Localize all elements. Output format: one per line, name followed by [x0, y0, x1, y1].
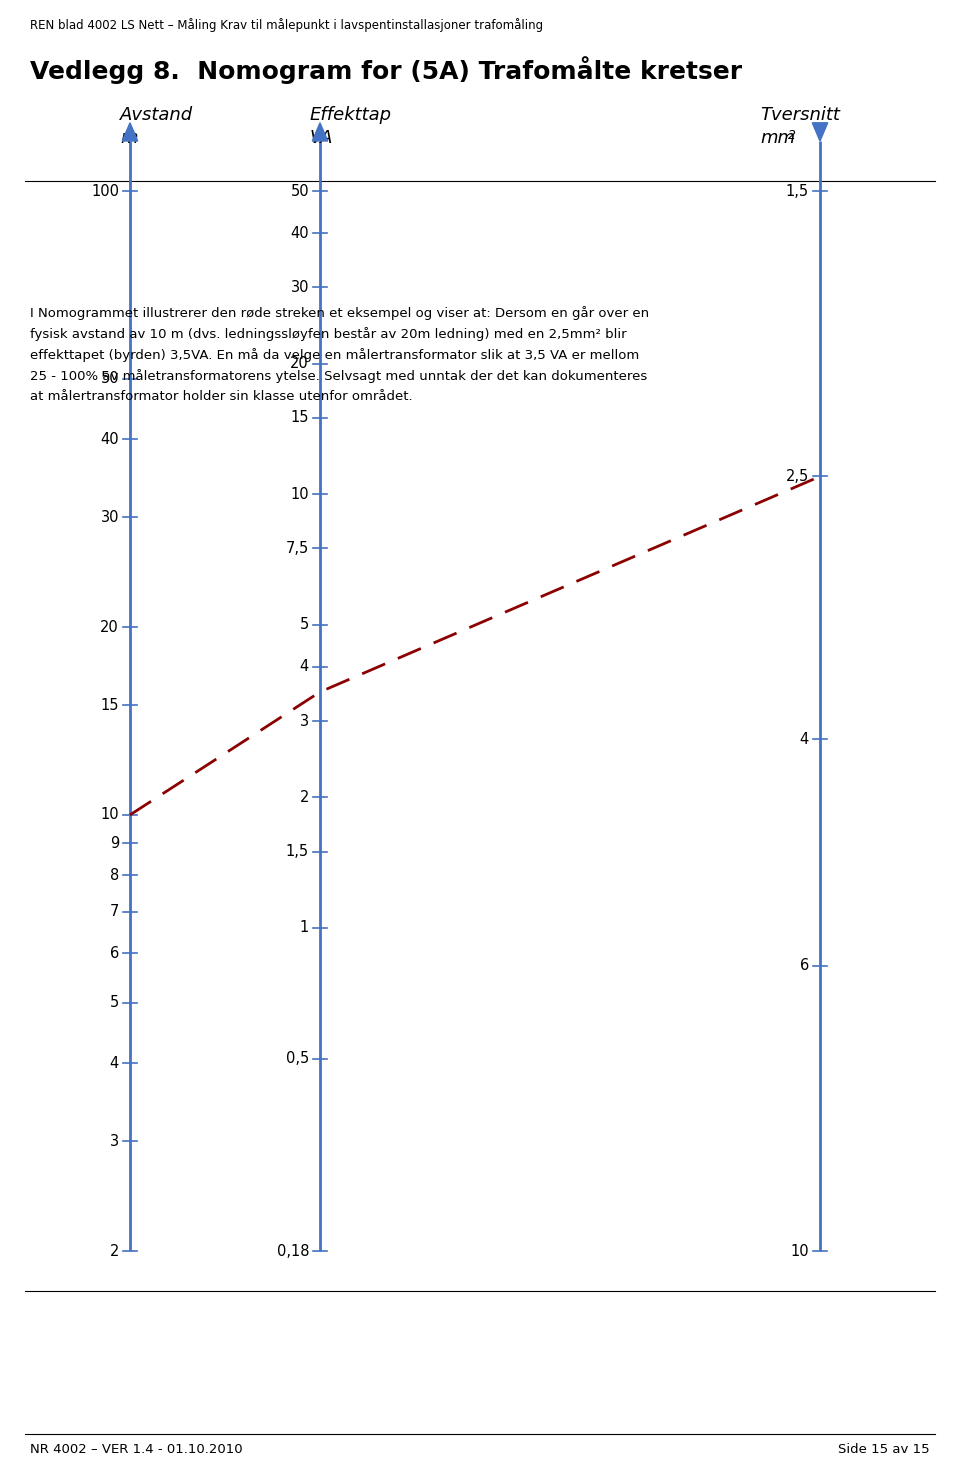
Text: 2: 2 [300, 789, 309, 804]
Text: 4: 4 [800, 732, 809, 746]
Text: mm: mm [760, 129, 795, 147]
Text: effekttapet (byrden) 3,5VA. En må da velge en målertransformator slik at 3,5 VA : effekttapet (byrden) 3,5VA. En må da vel… [30, 348, 639, 361]
Text: Effekttap: Effekttap [310, 107, 392, 124]
Text: 5: 5 [109, 995, 119, 1010]
Text: 10: 10 [101, 807, 119, 822]
Text: I Nomogrammet illustrerer den røde streken et eksempel og viser at: Dersom en gå: I Nomogrammet illustrerer den røde strek… [30, 307, 649, 320]
Text: 20: 20 [100, 619, 119, 634]
Text: 40: 40 [101, 432, 119, 447]
Text: 2: 2 [788, 129, 796, 142]
Text: VA: VA [310, 129, 333, 147]
Polygon shape [122, 123, 137, 141]
Text: 25 - 100% av måletransformatorens ytelse. Selvsagt med unntak der det kan dokume: 25 - 100% av måletransformatorens ytelse… [30, 369, 647, 384]
Text: 2,5: 2,5 [785, 469, 809, 484]
Text: 1,5: 1,5 [786, 184, 809, 198]
Text: 30: 30 [291, 280, 309, 295]
Text: 6: 6 [109, 946, 119, 961]
Text: 1,5: 1,5 [286, 844, 309, 859]
Text: 7: 7 [109, 903, 119, 920]
Text: 40: 40 [290, 225, 309, 240]
Text: 10: 10 [290, 487, 309, 502]
Text: 5: 5 [300, 618, 309, 632]
Text: 30: 30 [101, 509, 119, 524]
Text: 10: 10 [790, 1244, 809, 1259]
Text: 20: 20 [290, 355, 309, 372]
Text: 6: 6 [800, 958, 809, 973]
Text: at målertransformator holder sin klasse utenfor området.: at målertransformator holder sin klasse … [30, 390, 413, 403]
Polygon shape [812, 123, 828, 141]
Text: 8: 8 [109, 868, 119, 883]
Text: 4: 4 [109, 1056, 119, 1071]
Text: 7,5: 7,5 [286, 541, 309, 555]
Text: 2: 2 [109, 1244, 119, 1259]
Text: 9: 9 [109, 835, 119, 852]
Text: 50: 50 [101, 372, 119, 387]
Text: fysisk avstand av 10 m (dvs. ledningssløyfen består av 20m ledning) med en 2,5mm: fysisk avstand av 10 m (dvs. ledningsslø… [30, 327, 627, 341]
Text: 15: 15 [101, 698, 119, 712]
Text: Vedlegg 8.  Nomogram for (5A) Trafomålte kretser: Vedlegg 8. Nomogram for (5A) Trafomålte … [30, 56, 742, 84]
Text: 100: 100 [91, 184, 119, 198]
Text: 4: 4 [300, 659, 309, 674]
Text: Tversnitt: Tversnitt [760, 107, 840, 124]
Text: 3: 3 [109, 1133, 119, 1149]
Text: 0,5: 0,5 [286, 1052, 309, 1066]
Text: 15: 15 [291, 410, 309, 425]
Text: NR 4002 – VER 1.4 - 01.10.2010: NR 4002 – VER 1.4 - 01.10.2010 [30, 1442, 243, 1456]
Text: REN blad 4002 LS Nett – Måling Krav til målepunkt i lavspentinstallasjoner trafo: REN blad 4002 LS Nett – Måling Krav til … [30, 18, 543, 33]
Text: m: m [120, 129, 137, 147]
Polygon shape [312, 123, 327, 141]
Text: 3: 3 [300, 714, 309, 729]
Text: Side 15 av 15: Side 15 av 15 [838, 1442, 930, 1456]
Text: 1: 1 [300, 921, 309, 936]
Text: 0,18: 0,18 [276, 1244, 309, 1259]
Text: 50: 50 [290, 184, 309, 198]
Text: Avstand: Avstand [120, 107, 193, 124]
